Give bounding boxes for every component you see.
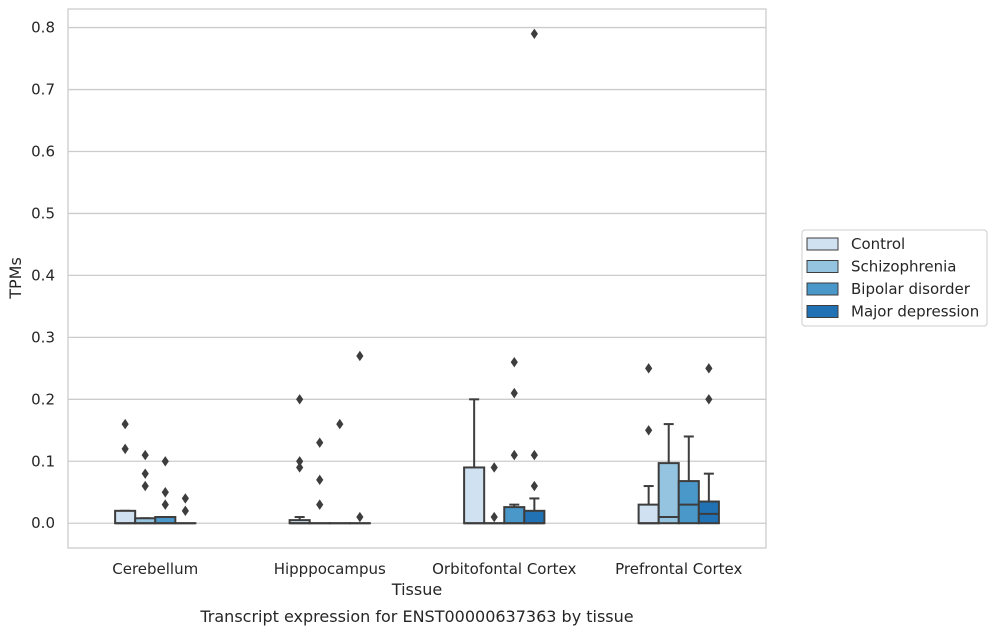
y-tick-label: 0.8 [31,19,55,37]
outlier-point [296,456,304,467]
outlier-point [316,499,324,510]
box-group [677,435,700,525]
plot-frame [67,8,767,549]
box-body [503,506,526,525]
legend-label: Control [851,235,905,253]
box-group [114,418,137,525]
y-tick-label: 0.6 [31,142,55,160]
legend-label: Bipolar disorder [851,280,971,298]
outlier-point [141,449,149,461]
outlier-point [141,468,149,479]
legend-frame [801,229,988,327]
y-tick-label: 0.0 [31,514,55,532]
y-axis-label: TPMs [6,257,25,300]
outlier-point [645,425,653,436]
y-tick-label: 0.7 [31,81,55,99]
legend-swatch [806,260,839,273]
outlier-point [181,493,189,504]
box-group [523,28,546,525]
box-body [114,509,137,525]
outlier-point [356,511,364,523]
x-tick-label: Cerebellum [112,560,198,578]
box-group [154,456,177,525]
figure-caption: Transcript expression for ENST0000063736… [199,607,633,626]
box-body [463,466,486,525]
box-body [697,500,720,525]
outlier-point [510,449,518,461]
box-group [308,437,331,525]
box-body [523,509,546,525]
outlier-point [121,418,129,430]
legend-swatch [806,305,839,318]
box-group [503,356,526,525]
outlier-point [316,474,324,486]
outlier-point [705,394,713,405]
outlier-point [510,387,518,399]
outlier-point [296,394,304,405]
outlier-point [645,363,653,374]
y-tick-label: 0.1 [31,452,55,470]
outlier-point [336,418,344,430]
box-group [637,363,660,525]
outlier-point [181,505,189,517]
outlier-point [705,363,713,374]
boxes [114,28,720,525]
box-group [288,394,311,525]
x-axis-label: Tissue [391,580,442,599]
tick-labels: 0.0 0.1 0.2 0.3 0.4 0.5 0.6 0.7 0.8 Cerebellum Hip… [31,19,742,578]
outlier-point [121,443,129,455]
outlier-point [161,487,169,498]
box-group [463,398,486,525]
box-group [657,423,680,525]
x-tick-label: Orbitofontal Cortex [432,560,576,578]
legend-swatch [806,282,839,296]
x-tick-label: Prefrontal Cortex [615,560,742,578]
box-group [134,449,157,525]
outlier-point [316,437,324,448]
y-tick-label: 0.3 [31,328,55,346]
y-tick-label: 0.2 [31,390,55,408]
axes [67,8,767,549]
outlier-point [141,480,149,492]
legend-label: Schizophrenia [851,258,956,276]
box-group [328,418,351,525]
legend-label: Major depression [851,303,979,321]
outlier-point [530,480,538,492]
legend: Control Schizophrenia Bipolar disorder Majo… [801,229,988,327]
outlier-point [490,511,498,523]
y-tick-label: 0.4 [31,266,55,284]
outlier-point [356,350,364,362]
y-tick-label: 0.5 [31,204,55,222]
outlier-point [296,462,304,473]
box-body [637,503,660,525]
outlier-point [161,456,169,467]
box-group [174,493,197,525]
box-group [483,462,506,525]
outlier-point [530,449,538,461]
box-group [697,363,720,525]
box-group [348,350,371,525]
box-body [657,462,680,525]
outlier-point [490,462,498,473]
grid-lines [68,26,766,524]
x-tick-label: Hipppocampus [274,560,386,578]
outlier-point [161,499,169,510]
outlier-point [530,28,538,39]
legend-swatch [806,237,839,251]
box-body [677,480,700,525]
outlier-point [510,356,518,368]
